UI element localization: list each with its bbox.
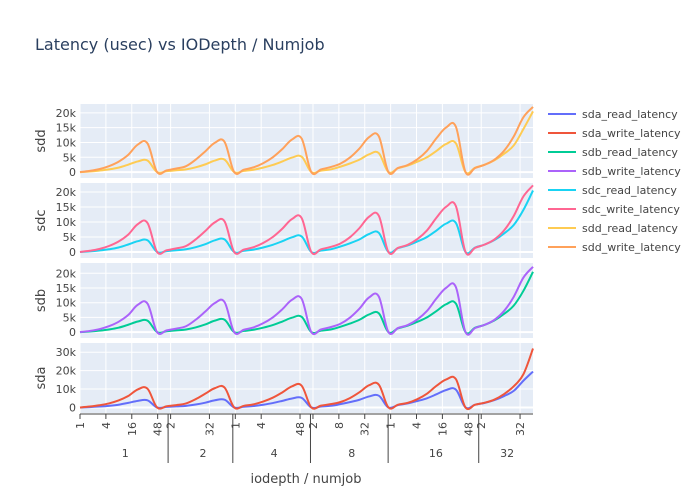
x-tick-label: 16 [436, 422, 449, 436]
series-line-sda_write_latency[interactable] [79, 348, 534, 411]
plot-background [80, 263, 533, 338]
numjob-group-label: 2 [199, 447, 206, 460]
x-tick-label: 48 [294, 422, 307, 436]
y-tick-label: 20k [56, 107, 77, 120]
x-tick-label: 4 [411, 422, 424, 429]
y-tick-label: 0 [69, 246, 76, 259]
x-tick-label: 1 [385, 422, 398, 429]
plot-background [80, 183, 533, 258]
x-axis-title: iodepth / numjob [250, 472, 361, 487]
subplots: 05k10k15k20ksdd05k10k15k20ksdc05k10k15k2… [34, 104, 534, 414]
y-tick-label: 10k [56, 216, 77, 229]
y-tick-label: 5k [63, 231, 77, 244]
x-axis: 1 4 16 48 2 32 1 4 48 2 8 32 1 4 16 48 2 321 2 4 8 16 32 [74, 413, 533, 463]
y-tick-label: 10k [56, 297, 77, 310]
x-tick-label: 1 [229, 422, 242, 429]
x-tick-label: 16 [126, 422, 139, 436]
legend-label: sdc_write_latency [582, 203, 680, 216]
y-tick-label: 0 [69, 401, 76, 414]
y-axis-title-sdb: sdb [34, 289, 49, 312]
numjob-group-label: 4 [271, 447, 278, 460]
legend[interactable]: sda_read_latency sda_write_latency sdb_rea… [548, 108, 681, 254]
numjob-group-label: 1 [122, 447, 129, 460]
legend-item-sdb_read_latency[interactable]: sdb_read_latency [548, 146, 678, 159]
legend-label: sdb_write_latency [582, 165, 681, 178]
numjob-group-label: 8 [348, 447, 355, 460]
legend-item-sdd_write_latency[interactable]: sdd_write_latency [548, 241, 681, 254]
x-tick-label: 48 [152, 422, 165, 436]
legend-label: sda_read_latency [582, 108, 678, 121]
y-tick-label: 15k [56, 201, 77, 214]
series-line-sdd_write_latency[interactable] [79, 106, 534, 176]
y-tick-label: 5k [63, 151, 77, 164]
y-tick-label: 10k [56, 383, 77, 396]
legend-label: sda_write_latency [582, 127, 681, 140]
series-line-sdc_write_latency[interactable] [79, 184, 534, 256]
y-tick-label: 0 [69, 326, 76, 339]
x-tick-label: 2 [307, 422, 320, 429]
numjob-group-label: 16 [429, 447, 443, 460]
y-axis-title-sda: sda [34, 367, 49, 390]
legend-item-sdd_read_latency[interactable]: sdd_read_latency [548, 222, 678, 235]
legend-label: sdd_read_latency [582, 222, 678, 235]
x-tick-label: 32 [359, 422, 372, 436]
x-tick-label: 4 [100, 422, 113, 429]
plot-background [80, 104, 533, 178]
legend-item-sdc_read_latency[interactable]: sdc_read_latency [548, 184, 677, 197]
x-tick-label: 48 [462, 422, 475, 436]
legend-item-sda_write_latency[interactable]: sda_write_latency [548, 127, 681, 140]
y-tick-label: 20k [56, 365, 77, 378]
x-tick-label: 2 [165, 422, 178, 429]
legend-item-sda_read_latency[interactable]: sda_read_latency [548, 108, 678, 121]
x-tick-label: 4 [255, 422, 268, 429]
subplot-sdc: 0 5k 10k 15k 20k sdc [34, 183, 534, 259]
x-tick-label: 32 [514, 422, 527, 436]
legend-label: sdc_read_latency [582, 184, 677, 197]
legend-label: sdb_read_latency [582, 146, 678, 159]
x-tick-label: 2 [475, 422, 488, 429]
series-line-sdb_write_latency[interactable] [79, 266, 534, 336]
numjob-group-label: 32 [500, 447, 514, 460]
y-tick-label: 15k [56, 282, 77, 295]
y-tick-label: 20k [56, 186, 77, 199]
legend-label: sdd_write_latency [582, 241, 681, 254]
y-tick-label: 5k [63, 311, 77, 324]
y-tick-label: 15k [56, 122, 77, 135]
x-tick-label: 8 [333, 422, 346, 429]
y-tick-label: 30k [56, 346, 77, 359]
legend-item-sdb_write_latency[interactable]: sdb_write_latency [548, 165, 681, 178]
legend-item-sdc_write_latency[interactable]: sdc_write_latency [548, 203, 680, 216]
subplot-sda: 0 10k 20k 30k sda [34, 343, 534, 414]
x-tick-label: 32 [203, 422, 216, 436]
y-tick-label: 10k [56, 136, 77, 149]
y-tick-label: 20k [56, 267, 77, 280]
x-tick-label: 1 [74, 422, 87, 429]
y-axis-title-sdc: sdc [34, 209, 49, 231]
y-axis-title-sdd: sdd [34, 129, 49, 152]
chart-title: Latency (usec) vs IODepth / Numjob [35, 35, 325, 54]
y-tick-label: 0 [69, 166, 76, 179]
